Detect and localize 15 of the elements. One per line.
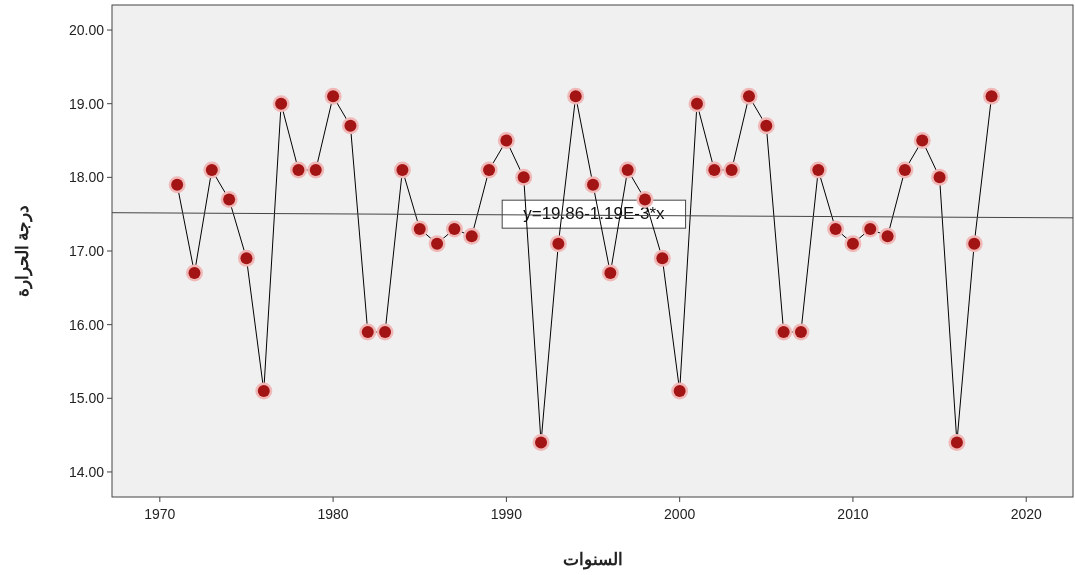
y-tick-label: 18.00 [68,169,105,186]
x-axis-title: السنوات [562,550,623,570]
y-tick-label: 20.00 [68,22,105,39]
x-tick-label: 2010 [837,506,869,522]
x-tick-label: 1970 [144,506,176,522]
x-tick-label: 1980 [317,506,349,522]
x-tick-label: 2000 [664,506,696,522]
x-tick-label: 1990 [490,506,523,522]
y-tick-label: 17.00 [68,243,105,259]
y-tick-label: 14.00 [68,463,105,480]
y-tick-label: 16.00 [68,316,105,333]
y-axis-title: درجة الحرارة [13,204,33,298]
y-tick-label: 19.00 [68,95,105,112]
x-tick-label: 2020 [1010,506,1042,522]
y-tick-label: 15.00 [68,390,105,407]
